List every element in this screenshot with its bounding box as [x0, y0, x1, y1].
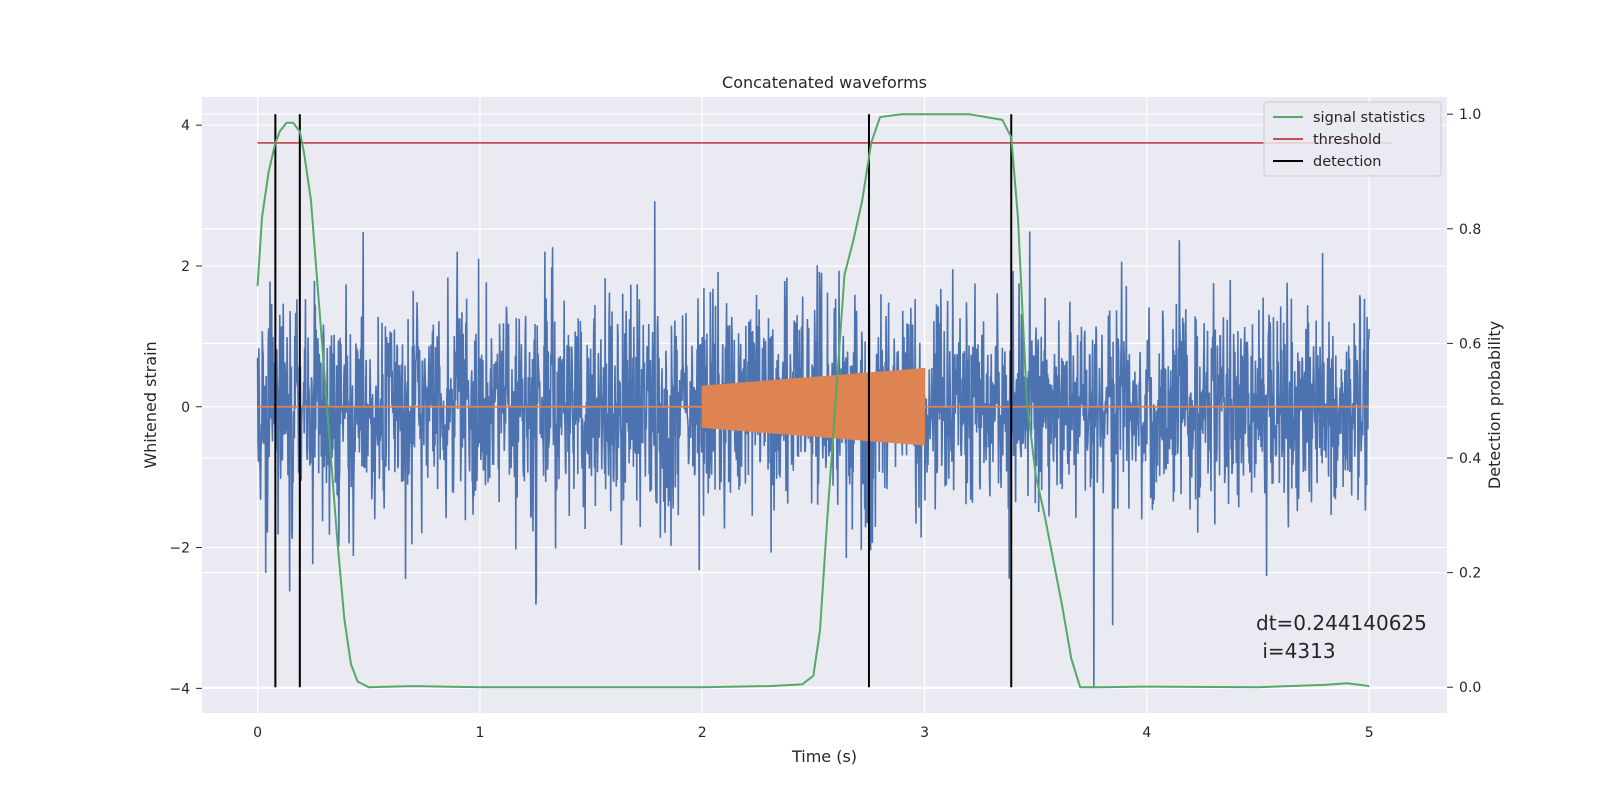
y2-tick-label: 0.8	[1459, 222, 1481, 238]
y2-tick-label: 0.2	[1459, 566, 1481, 582]
legend-frame	[1263, 101, 1442, 177]
y-tick-label: 4	[181, 118, 190, 134]
y-tick-label: −2	[169, 541, 190, 557]
signal-statistics-series	[256, 113, 1370, 689]
y-tick-label: −4	[169, 681, 190, 697]
y2-tick-label: 0.6	[1459, 336, 1481, 352]
y-axis-label: Whitened strain	[141, 341, 160, 468]
x-tick-label: 1	[475, 725, 484, 741]
legend: signal statistics threshold detection	[1263, 101, 1442, 177]
y2-axis-label: Detection probability	[1485, 321, 1504, 489]
chart-title: Concatenated waveforms	[722, 73, 927, 92]
legend-label-threshold: threshold	[1313, 132, 1381, 148]
annotation-index: i=4313	[1256, 639, 1336, 663]
chirp-series-injected-signal	[257, 368, 1370, 446]
axis-ticks: 0 1 2 3 4 5 −4 −2 0 2 4 0.0 0.2 0.4 0.6 0.8 1.0	[169, 107, 1481, 741]
x-tick-label: 0	[253, 725, 262, 741]
legend-label-signal-statistics: signal statistics	[1313, 110, 1425, 126]
y2-tick-label: 1.0	[1459, 107, 1481, 123]
legend-label-detection: detection	[1313, 154, 1381, 170]
y2-tick-label: 0.4	[1459, 451, 1481, 467]
x-tick-label: 4	[1142, 725, 1151, 741]
signal-statistics-line	[256, 113, 1370, 689]
x-axis-label: Time (s)	[791, 747, 857, 766]
chirp-line	[701, 368, 926, 446]
y2-tick-label: 0.0	[1459, 680, 1481, 696]
x-tick-label: 3	[920, 725, 929, 741]
detection-series	[274, 114, 1013, 688]
x-tick-label: 5	[1365, 725, 1374, 741]
y-tick-label: 0	[181, 400, 190, 416]
x-tick-label: 2	[698, 725, 707, 741]
annotation-dt: dt=0.244140625	[1256, 611, 1427, 635]
y-tick-label: 2	[181, 259, 190, 275]
